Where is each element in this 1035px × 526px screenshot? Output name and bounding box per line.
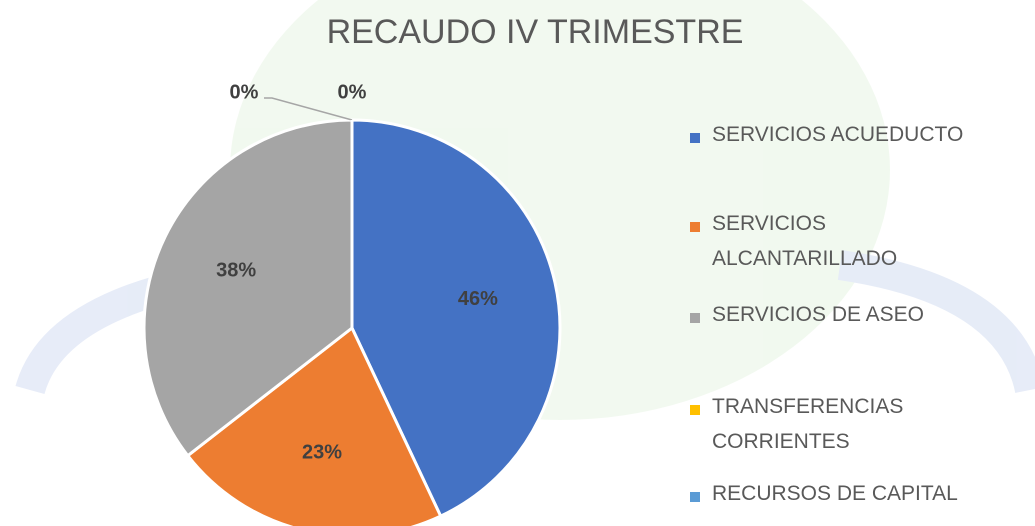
data-label: 0% bbox=[338, 81, 367, 103]
data-label: 46% bbox=[458, 288, 498, 310]
chart-title: RECAUDO IV TRIMESTRE bbox=[327, 13, 744, 51]
pie-slice bbox=[350, 118, 562, 519]
legend-swatch bbox=[690, 492, 700, 502]
legend-swatch bbox=[690, 222, 700, 232]
legend-label: SERVICIOS DE ASEO bbox=[712, 303, 925, 326]
legend-item: SERVICIOS ACUEDUCTO bbox=[690, 123, 1012, 152]
legend-label: SERVICIOS ACUEDUCTO bbox=[712, 123, 964, 146]
leader-line bbox=[264, 97, 353, 121]
legend-label: TRANSFERENCIAS CORRIENTES bbox=[712, 395, 904, 453]
legend-swatch bbox=[690, 133, 700, 143]
legend-swatch bbox=[690, 405, 700, 415]
pie-slice bbox=[142, 118, 354, 458]
legend-label: RECURSOS DE CAPITAL bbox=[712, 482, 958, 505]
data-label: 38% bbox=[216, 260, 256, 282]
data-label: 23% bbox=[302, 442, 342, 464]
legend-item: SERVICIOS DE ASEO bbox=[690, 303, 1012, 332]
legend-label: SERVICIOS ALCANTARILLADO bbox=[712, 212, 898, 270]
pie-slice bbox=[185, 325, 443, 526]
legend-item: SERVICIOS ALCANTARILLADO bbox=[690, 212, 1012, 276]
legend-item: TRANSFERENCIAS CORRIENTES bbox=[690, 395, 1012, 459]
legend-item: RECURSOS DE CAPITAL bbox=[690, 482, 1012, 511]
legend-swatch bbox=[690, 313, 700, 323]
data-label: 0% bbox=[230, 81, 259, 103]
